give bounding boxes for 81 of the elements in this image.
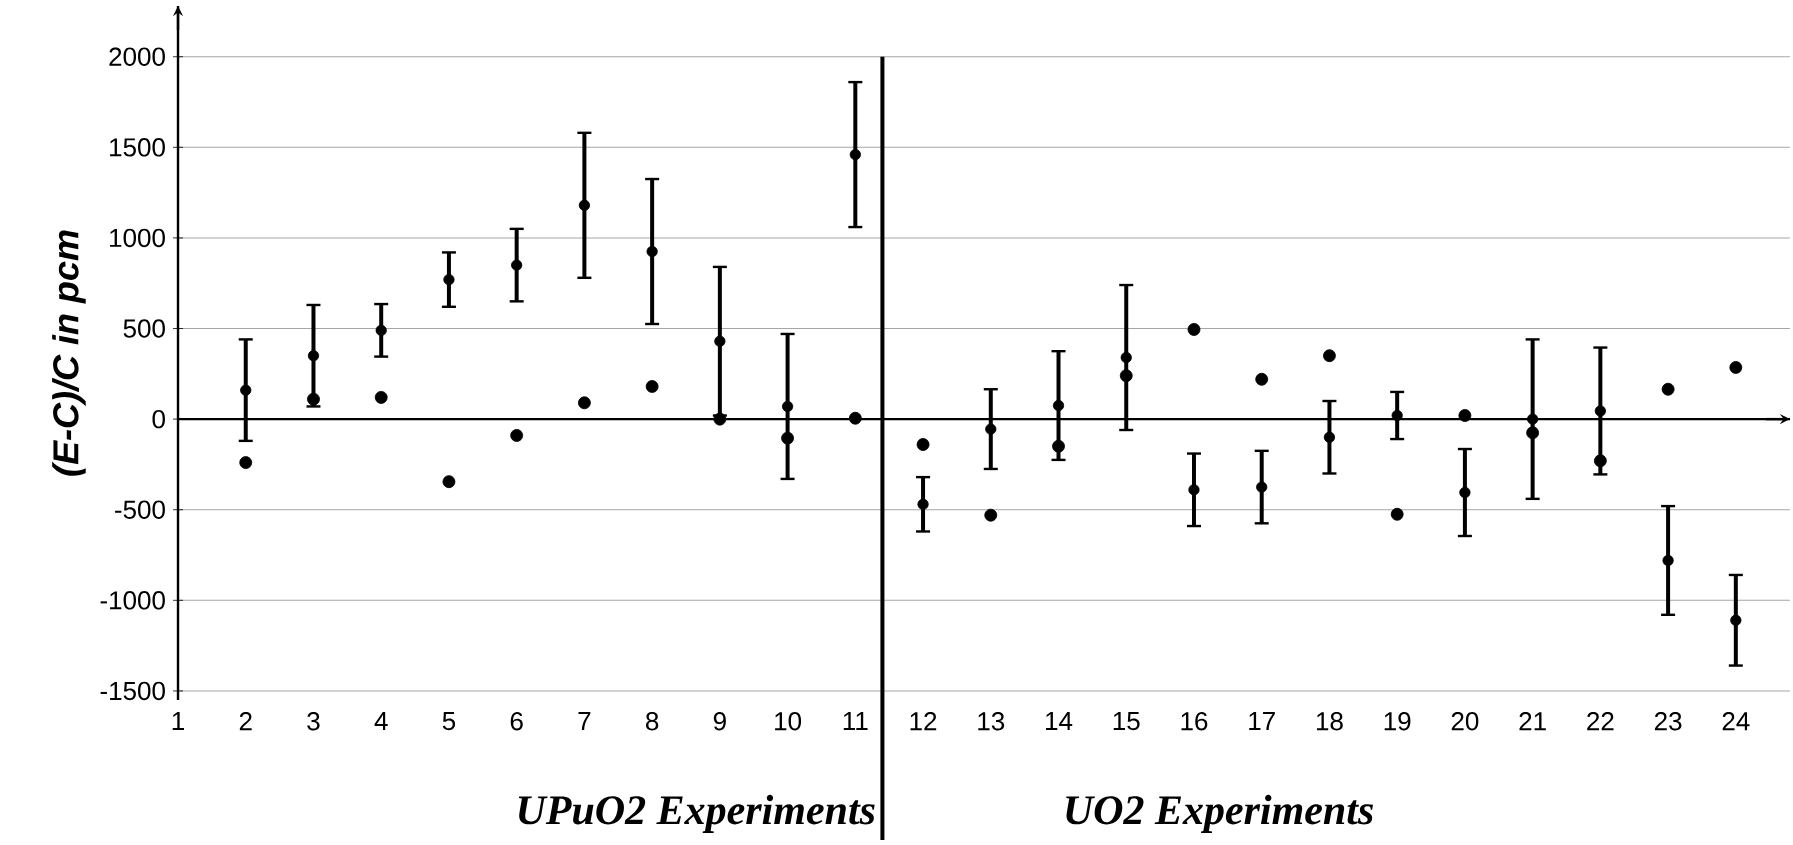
point — [1256, 481, 1268, 493]
point — [578, 199, 590, 211]
x-tick-label: 22 — [1587, 712, 1614, 731]
point — [1391, 409, 1403, 422]
point — [646, 245, 658, 258]
x-tick-label: 2 — [239, 712, 252, 731]
point — [511, 259, 523, 271]
y-tick-label: 2000 — [109, 47, 165, 66]
point — [714, 335, 726, 347]
point — [713, 412, 727, 426]
x-tick-label: 18 — [1316, 712, 1343, 731]
x-tick-label: 20 — [1451, 712, 1479, 731]
x-tick-label: 4 — [374, 712, 388, 730]
y-tick-label: 500 — [123, 319, 165, 338]
point — [578, 396, 591, 410]
point — [307, 350, 320, 362]
point — [1661, 382, 1675, 396]
x-tick-label: 8 — [646, 712, 659, 731]
y-tick-label: 0 — [152, 409, 165, 429]
point — [307, 392, 320, 406]
x-tick-label: 12 — [910, 712, 937, 731]
point — [1323, 349, 1336, 363]
point — [1459, 486, 1471, 499]
point — [1729, 361, 1743, 374]
y-tick-label: -500 — [115, 500, 165, 519]
text: UPuO2 Experiments — [518, 794, 875, 833]
point — [1458, 409, 1472, 422]
x-tick-label: 9 — [713, 712, 726, 731]
x-tick-label: 16 — [1181, 712, 1208, 731]
x-tick-label: 10 — [775, 712, 802, 731]
point — [239, 456, 253, 470]
y-tick-label: 1000 — [110, 228, 165, 248]
x-tick-label: 13 — [978, 712, 1005, 731]
x-tick-label: 24 — [1722, 712, 1750, 731]
point — [374, 390, 388, 404]
x-tick-label: 14 — [1046, 712, 1073, 730]
x-tick-label: 15 — [1113, 712, 1140, 731]
y-axis-title: (E-C)/C in pcm — [52, 230, 86, 476]
point — [781, 431, 794, 445]
x-tick-label: 3 — [307, 712, 320, 731]
point — [1052, 439, 1065, 453]
point — [1593, 454, 1607, 468]
point — [510, 429, 524, 442]
point — [1255, 372, 1269, 386]
point — [1526, 426, 1540, 440]
x-tick-label: 11 — [843, 712, 868, 730]
x-tick-label: 19 — [1384, 712, 1411, 731]
point — [848, 411, 862, 425]
y-tick-label: -1500 — [100, 681, 165, 701]
point — [1390, 507, 1404, 521]
point — [985, 423, 997, 435]
y-tick-label: 1500 — [110, 138, 165, 157]
text: UO2 Experiments — [1066, 794, 1373, 833]
x-tick-label: 5 — [442, 712, 456, 731]
point — [1323, 431, 1336, 443]
point — [1120, 351, 1132, 364]
x-tick-label: 21 — [1519, 712, 1546, 731]
point — [443, 274, 455, 286]
point — [917, 498, 929, 510]
point — [1594, 405, 1606, 417]
x-tick-label: 23 — [1654, 712, 1682, 731]
point — [1119, 369, 1133, 383]
y-tick-label: -1000 — [100, 591, 165, 610]
point — [240, 384, 252, 396]
point — [849, 148, 861, 161]
point — [1527, 413, 1539, 425]
point — [442, 475, 456, 489]
point — [1188, 484, 1200, 496]
point — [1052, 399, 1065, 412]
point — [916, 438, 930, 451]
point — [781, 400, 794, 413]
x-tick-label: 1 — [172, 712, 184, 730]
point — [984, 508, 998, 522]
point — [645, 380, 659, 393]
point — [1187, 323, 1201, 336]
x-tick-label: 7 — [578, 712, 591, 730]
point — [375, 324, 387, 336]
x-tick-label: 6 — [510, 712, 523, 731]
x-tick-label: 17 — [1249, 712, 1275, 730]
point — [1662, 554, 1674, 567]
point — [1730, 614, 1742, 626]
